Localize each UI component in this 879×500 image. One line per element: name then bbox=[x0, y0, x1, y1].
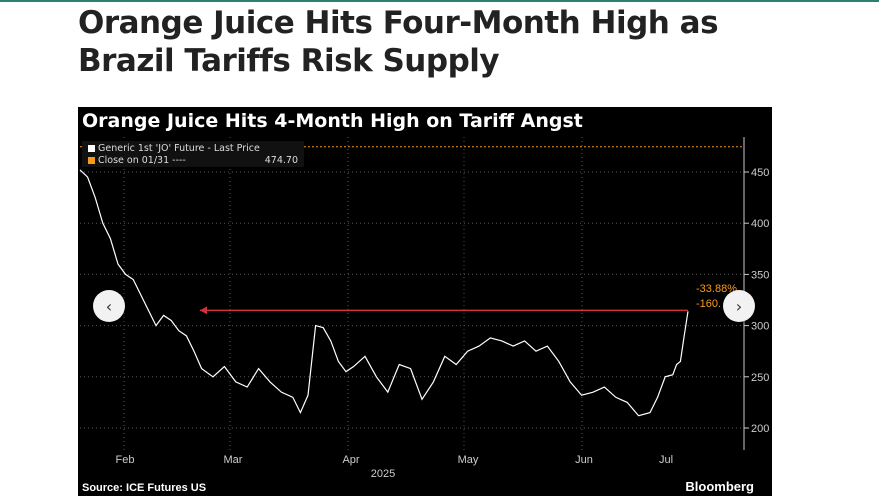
legend-label: Generic 1st 'JO' Future - Last Price bbox=[98, 142, 260, 154]
legend-swatch bbox=[88, 144, 95, 152]
next-button[interactable]: › bbox=[723, 290, 755, 322]
x-tick-label: Feb bbox=[116, 454, 135, 466]
x-tick-label: May bbox=[458, 454, 479, 466]
x-tick-label: Apr bbox=[342, 454, 359, 466]
top-border bbox=[0, 0, 879, 2]
y-tick-label: 250 bbox=[751, 372, 769, 384]
prev-button[interactable]: ‹ bbox=[93, 290, 125, 322]
y-tick-label: 300 bbox=[751, 321, 769, 333]
abs-change-label: -160. bbox=[696, 298, 721, 310]
legend-swatch bbox=[88, 156, 95, 164]
source-note: Source: ICE Futures US bbox=[82, 482, 207, 494]
x-tick-label: Jul bbox=[659, 454, 673, 466]
chevron-left-icon: ‹ bbox=[105, 296, 113, 316]
x-year-label: 2025 bbox=[371, 468, 395, 480]
pct-change-label: -33.88% bbox=[696, 283, 737, 295]
price-line bbox=[79, 169, 689, 417]
arrow-head bbox=[200, 306, 207, 315]
plot-area: 200 250 300 350 400 450 Feb Mar Apr May Jun Jul 2025… bbox=[79, 137, 769, 480]
y-tick-label: 200 bbox=[751, 423, 769, 435]
y-tick-label: 400 bbox=[751, 218, 769, 230]
x-tick-label: Jun bbox=[575, 454, 593, 466]
y-tick-label: 350 bbox=[751, 269, 769, 281]
chart: Orange Juice Hits 4-Month High on Tariff… bbox=[78, 107, 772, 496]
legend-item-price: Generic 1st 'JO' Future - Last Price bbox=[88, 142, 298, 154]
article-headline: Orange Juice Hits Four-Month High as Bra… bbox=[78, 5, 719, 79]
legend-label: Close on 01/31 ---- bbox=[98, 154, 186, 166]
chevron-right-icon: › bbox=[735, 296, 743, 316]
legend: Generic 1st 'JO' Future - Last Price Clo… bbox=[82, 141, 304, 167]
bloomberg-logo: Bloomberg bbox=[685, 479, 754, 494]
y-tick-label: 450 bbox=[751, 167, 769, 179]
legend-value: 474.70 bbox=[264, 154, 298, 166]
legend-item-close: Close on 01/31 ---- 474.70 bbox=[88, 154, 298, 166]
x-tick-label: Mar bbox=[224, 454, 243, 466]
chart-title: Orange Juice Hits 4-Month High on Tariff… bbox=[82, 110, 583, 132]
